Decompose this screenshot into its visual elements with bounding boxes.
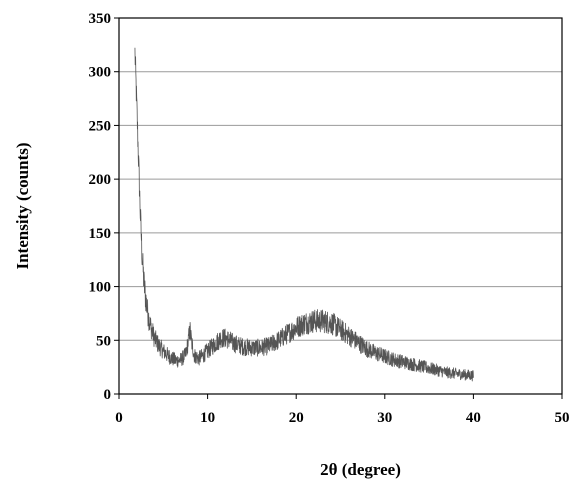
y-tick-label-200: 200 [89, 172, 112, 188]
plot-area-frame [118, 17, 563, 395]
series-line-0 [134, 47, 474, 382]
data-series [134, 47, 474, 382]
y-tick-label-100: 100 [89, 280, 112, 296]
y-tick-label-150: 150 [89, 226, 112, 242]
y-tick-label-0: 0 [104, 387, 112, 403]
x-tick-label-10: 10 [200, 410, 215, 426]
x-axis-title: 2θ (degree) [320, 460, 401, 479]
y-tick-label-250: 250 [89, 118, 112, 134]
y-axis-ticks: 0 50 100 150 200 250 300 350 [89, 11, 119, 403]
y-axis-title: Intensity (counts) [13, 142, 32, 269]
x-tick-label-0: 0 [115, 410, 123, 426]
x-tick-label-20: 20 [289, 410, 304, 426]
x-tick-label-40: 40 [466, 410, 481, 426]
y-tick-label-50: 50 [96, 333, 111, 349]
horizontal-gridlines [119, 71, 562, 341]
y-tick-label-300: 300 [89, 65, 112, 81]
x-tick-label-50: 50 [555, 410, 570, 426]
y-tick-label-350: 350 [89, 11, 112, 27]
x-axis-ticks: 0 10 20 30 40 50 [115, 394, 570, 426]
x-tick-label-30: 30 [377, 410, 392, 426]
